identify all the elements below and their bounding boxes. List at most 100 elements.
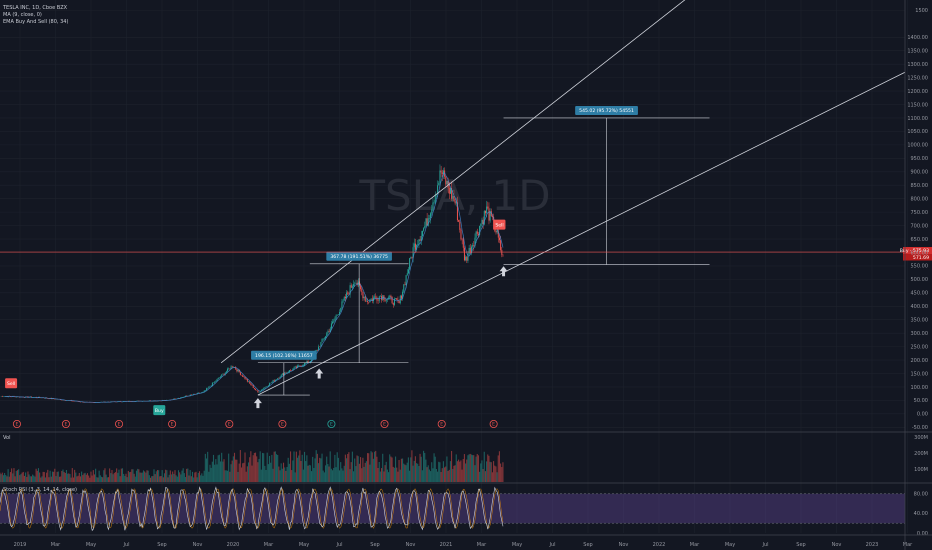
volume-bar: [245, 471, 247, 482]
candle-body: [448, 187, 450, 194]
volume-bar: [232, 456, 234, 482]
volume-bar: [256, 456, 258, 482]
volume-bar: [70, 477, 72, 482]
volume-bar: [356, 455, 358, 482]
volume-bar: [71, 468, 73, 482]
candle-body: [220, 376, 222, 378]
candle-body: [335, 315, 337, 319]
up-arrow-icon: [499, 266, 508, 277]
candle-body: [431, 209, 433, 214]
volume-bar: [399, 469, 401, 482]
volume-bar: [293, 451, 295, 482]
volume-bar: [202, 475, 204, 482]
symbol-title[interactable]: TESLA INC, 1D, Cboe BZX: [3, 5, 68, 11]
volume-bar: [298, 455, 300, 482]
volume-bar: [493, 461, 495, 482]
volume-bar: [48, 477, 50, 482]
candle-body: [463, 247, 465, 261]
volume-bar: [309, 465, 311, 482]
volume-bar: [292, 460, 294, 482]
trend-drawings[interactable]: 196.15 (102.16%) 11657 367.78 (191.51%) 3…: [220, 0, 906, 396]
volume-bar: [188, 475, 190, 482]
volume-bar: [320, 458, 322, 482]
ema-indicator-label[interactable]: EMA Buy And Sell (80, 34): [3, 19, 69, 25]
candle-body: [427, 218, 429, 226]
volume-bar: [482, 469, 484, 482]
candle-body: [412, 247, 414, 258]
volume-bar: [428, 469, 430, 482]
earnings-marker-text: E: [330, 422, 333, 428]
volume-bar: [21, 472, 23, 482]
volume-bar: [258, 458, 260, 482]
volume-bar: [384, 465, 386, 482]
candle-body: [361, 289, 363, 292]
candle-body: [236, 369, 238, 372]
ma-indicator-label[interactable]: MA (9, close, 0): [3, 12, 42, 18]
candle-body: [249, 381, 251, 384]
volume-bar: [175, 475, 177, 482]
volume-bar: [357, 456, 359, 482]
volume-bar: [439, 462, 441, 482]
moving-average-line: [4, 172, 504, 403]
volume-bar: [9, 472, 12, 482]
volume-pane-label[interactable]: Vol: [3, 435, 11, 441]
candle-body: [410, 257, 412, 259]
volume-bar: [369, 464, 371, 482]
candle-body: [407, 269, 409, 274]
volume-bar: [79, 476, 82, 482]
volume-bar: [194, 472, 196, 482]
earnings-marker-text: E: [440, 422, 443, 428]
volume-bar: [223, 459, 225, 482]
volume-bar: [251, 465, 253, 482]
candle-body: [292, 368, 294, 371]
candle-body: [203, 390, 205, 392]
volume-bar: [133, 473, 135, 482]
volume-bar: [19, 475, 21, 482]
price-tick-label: 800.00: [911, 196, 929, 202]
volume-bar: [424, 452, 426, 482]
candle-body: [196, 393, 198, 394]
candle-body: [193, 393, 195, 395]
volume-bar: [365, 461, 367, 482]
volume-bar: [477, 455, 479, 482]
volume-bar: [28, 474, 30, 482]
price-tick-label: 400.00: [911, 304, 929, 310]
volume-bar: [413, 460, 415, 482]
volume-bar: [445, 466, 447, 482]
volume-bar: [279, 470, 281, 482]
volume-bar: [63, 471, 65, 482]
time-tick-label: 2023: [866, 542, 879, 548]
candle-body: [299, 365, 301, 367]
volume-bar: [224, 470, 226, 482]
volume-bar: [53, 471, 55, 482]
volume-bar: [184, 476, 187, 482]
volume-bar: [221, 452, 223, 482]
volume-bar: [487, 454, 489, 482]
candle-body: [437, 185, 439, 195]
candle-body: [419, 239, 421, 241]
candle-body: [495, 230, 497, 233]
candle-body: [390, 295, 392, 297]
candle-body: [472, 245, 474, 247]
volume-bar: [214, 464, 216, 482]
price-value-text: 571.69: [913, 255, 929, 261]
volume-bar: [86, 473, 89, 482]
volume-bar: [67, 473, 69, 482]
time-tick-label: May: [725, 542, 735, 548]
volume-bar: [1, 472, 3, 482]
volume-bar: [271, 454, 273, 482]
time-axis[interactable]: 2019 Mar May Jul Sep Nov 2020 Mar May Jul Sep Nov 20…: [14, 542, 914, 548]
volume-bar: [161, 470, 163, 482]
time-tick-label: 2019: [14, 542, 27, 548]
earnings-marker-icon: [278, 419, 287, 428]
stoch-pane-label[interactable]: Stoch RSI (3, 3, 14, 14, close): [3, 487, 77, 493]
price-tick-label: 200.00: [911, 358, 929, 364]
volume-bar: [158, 470, 160, 482]
price-axis[interactable]: 1500 1400.00 1350.00 1300.00 1250.00 1200.00 1…: [907, 8, 928, 537]
volume-bar: [440, 471, 442, 482]
volume-bar: [37, 468, 40, 482]
volume-bar: [285, 470, 287, 482]
candle-body: [327, 331, 329, 334]
volume-bar: [49, 470, 51, 482]
